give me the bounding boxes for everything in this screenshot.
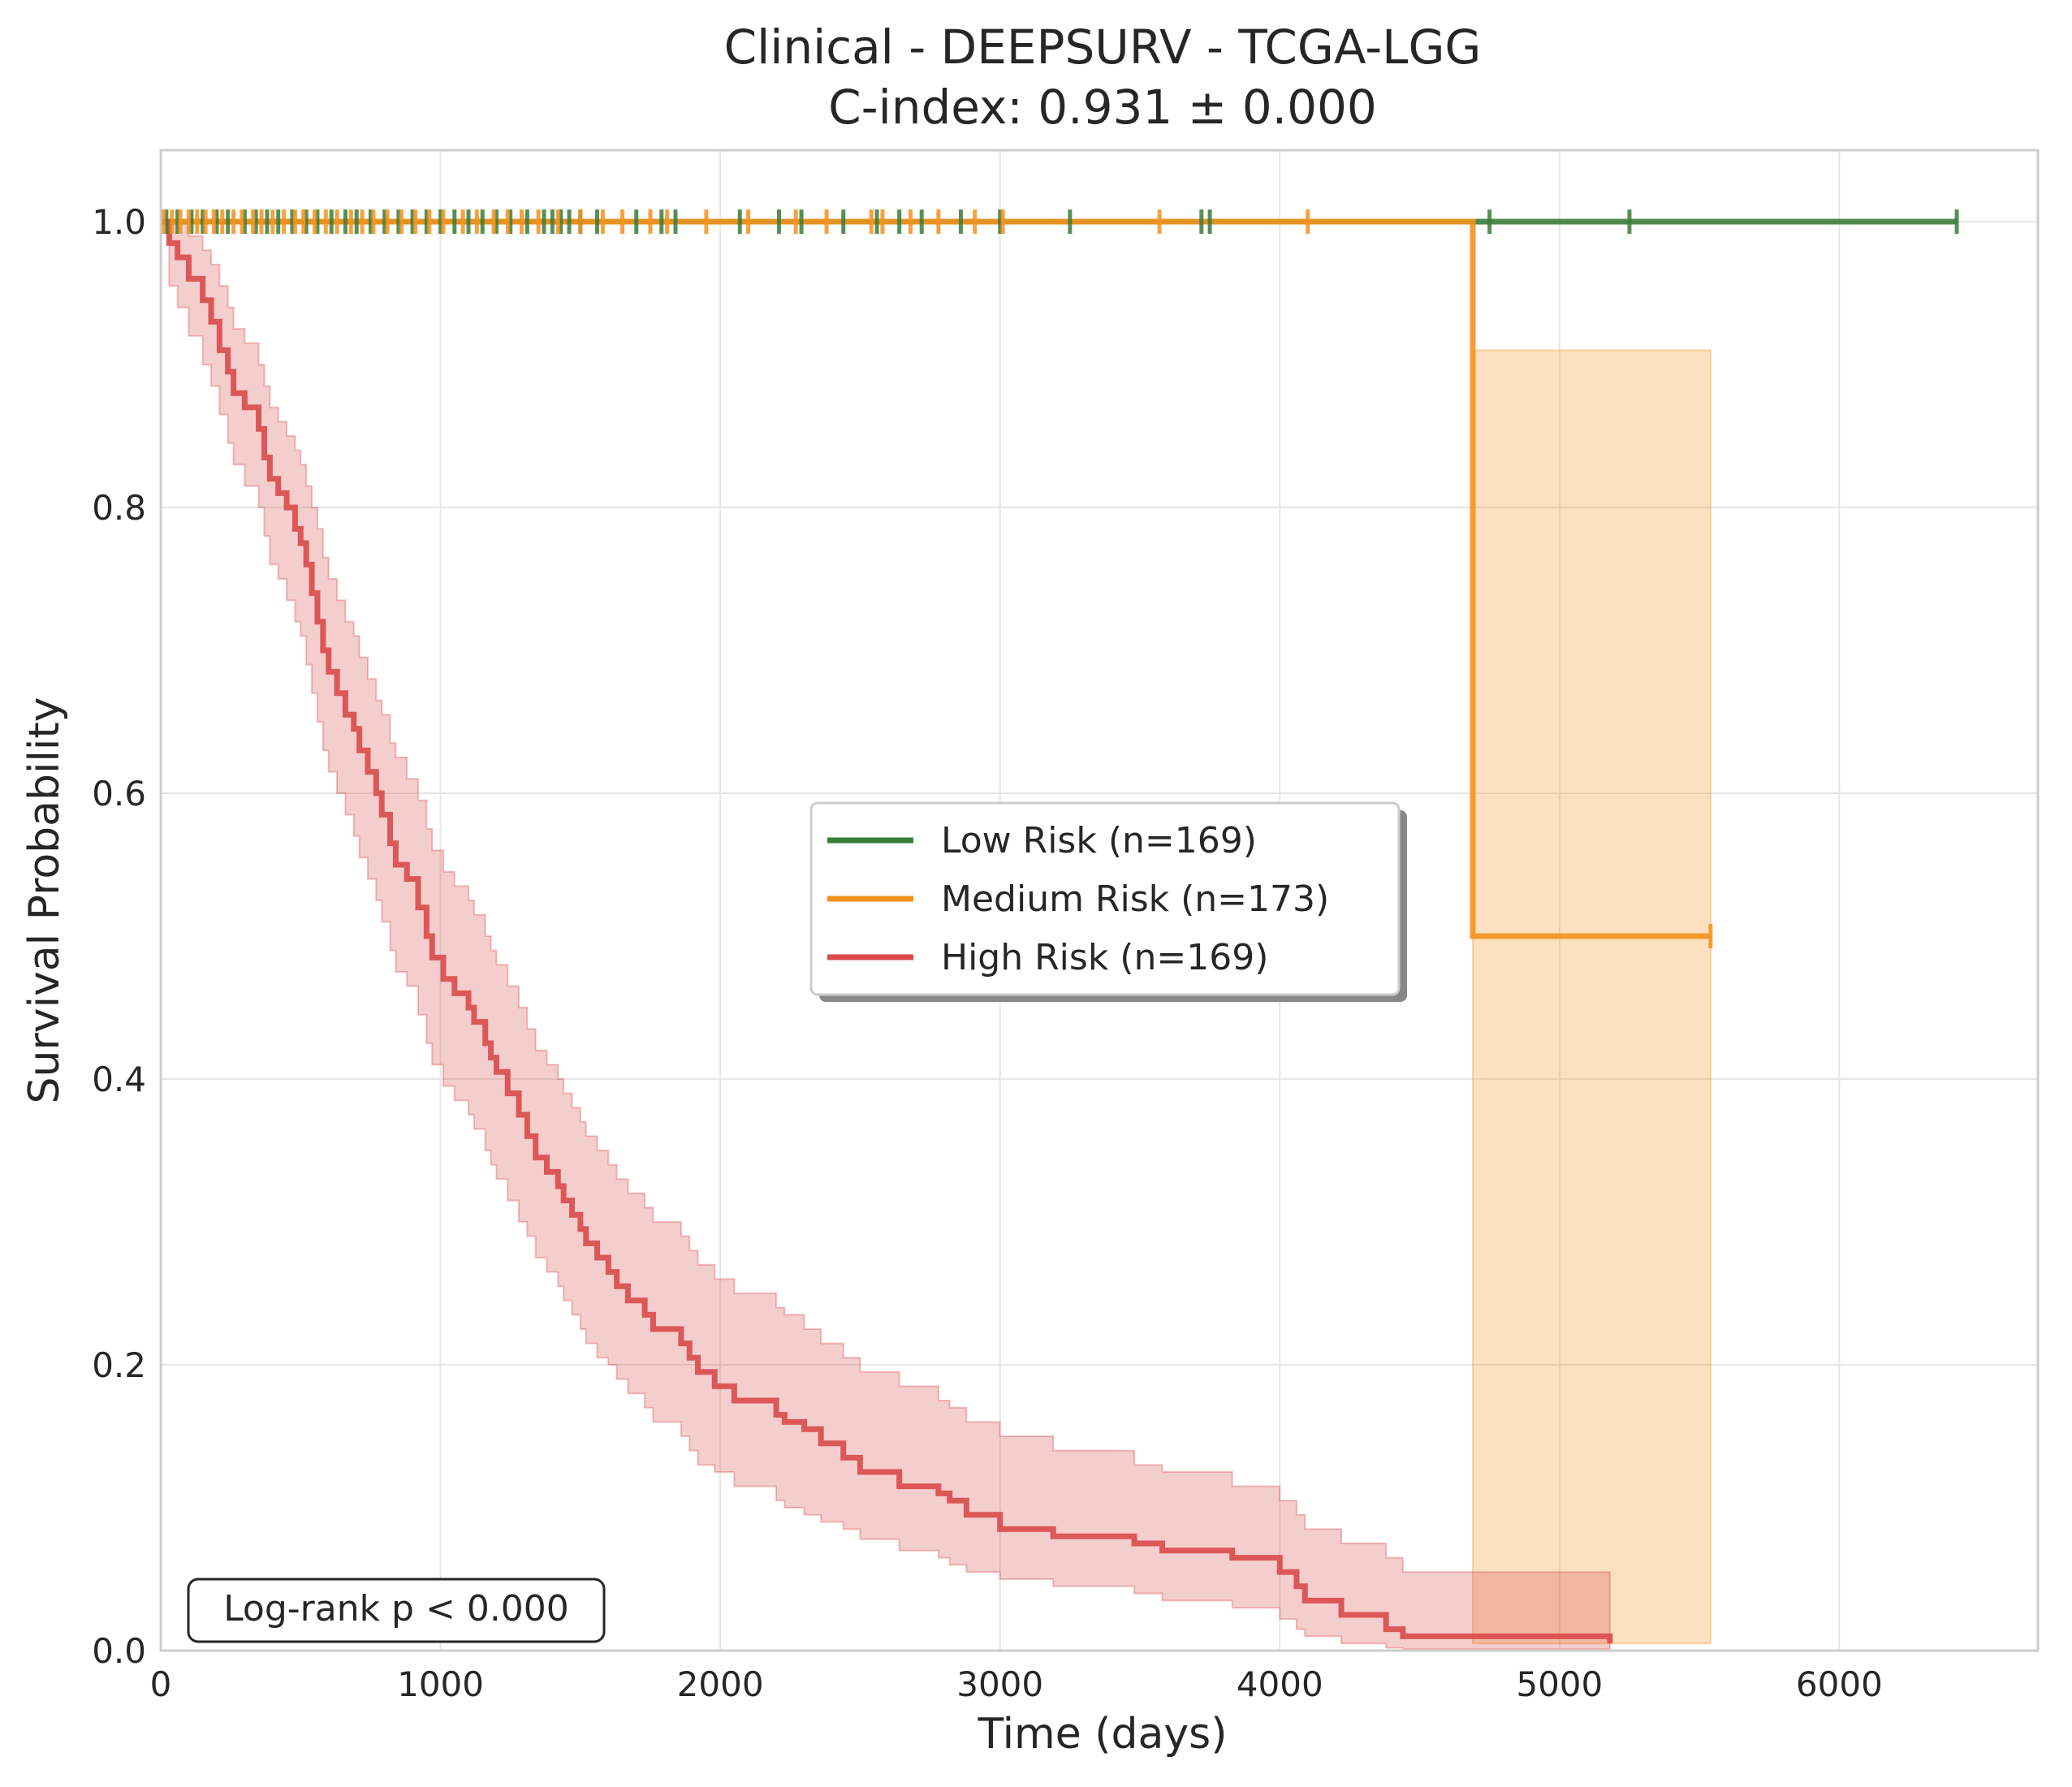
- survival-line: [161, 218, 1711, 939]
- survival-curves: [161, 218, 1958, 1644]
- y-tick-label: 0.6: [92, 774, 146, 814]
- legend-label: Medium Risk (n=173): [941, 878, 1329, 920]
- legend: Low Risk (n=169) Medium Risk (n=173) High …: [809, 801, 1407, 1002]
- y-tick-label: 0.2: [92, 1345, 146, 1385]
- x-tick-label: 3000: [956, 1664, 1043, 1704]
- annotation-box: [187, 1578, 606, 1643]
- x-tick-label: 6000: [1796, 1664, 1883, 1704]
- chart-title: Clinical - DEEPSURV - TCGA-LGG: [724, 19, 1482, 75]
- survival-line: [161, 218, 1613, 1644]
- logrank-annotation: Log-rank p < 0.000: [187, 1578, 606, 1643]
- x-tick-label: 2000: [677, 1664, 764, 1704]
- y-axis-label: Survival Probability: [20, 697, 69, 1103]
- y-tick-label: 1.0: [92, 202, 146, 242]
- plot-frame: [159, 149, 2040, 1652]
- y-tick-label: 0.8: [92, 488, 146, 528]
- legend-label: Low Risk (n=169): [941, 820, 1257, 861]
- y-tick-label: 0.0: [92, 1631, 146, 1671]
- ci-band: [1471, 349, 1712, 1645]
- tick-labels: 0 1000 2000 3000 4000 5000 6000 0.0 0.2 0.4 0.6 0.8…: [92, 202, 1883, 1704]
- legend-box: [809, 801, 1401, 996]
- legend-label: High Risk (n=169): [941, 937, 1268, 978]
- x-tick-label: 4000: [1237, 1664, 1323, 1704]
- y-tick-label: 0.4: [92, 1060, 146, 1099]
- x-tick-label: 5000: [1516, 1664, 1603, 1704]
- annotation-text: Log-rank p < 0.000: [223, 1588, 569, 1629]
- x-tick-label: 0: [150, 1664, 172, 1704]
- chart-subtitle: C-index: 0.931 ± 0.000: [828, 80, 1377, 135]
- x-axis-label: Time (days): [977, 1710, 1227, 1759]
- x-tick-label: 1000: [397, 1664, 484, 1704]
- censor-marks: [161, 209, 1959, 948]
